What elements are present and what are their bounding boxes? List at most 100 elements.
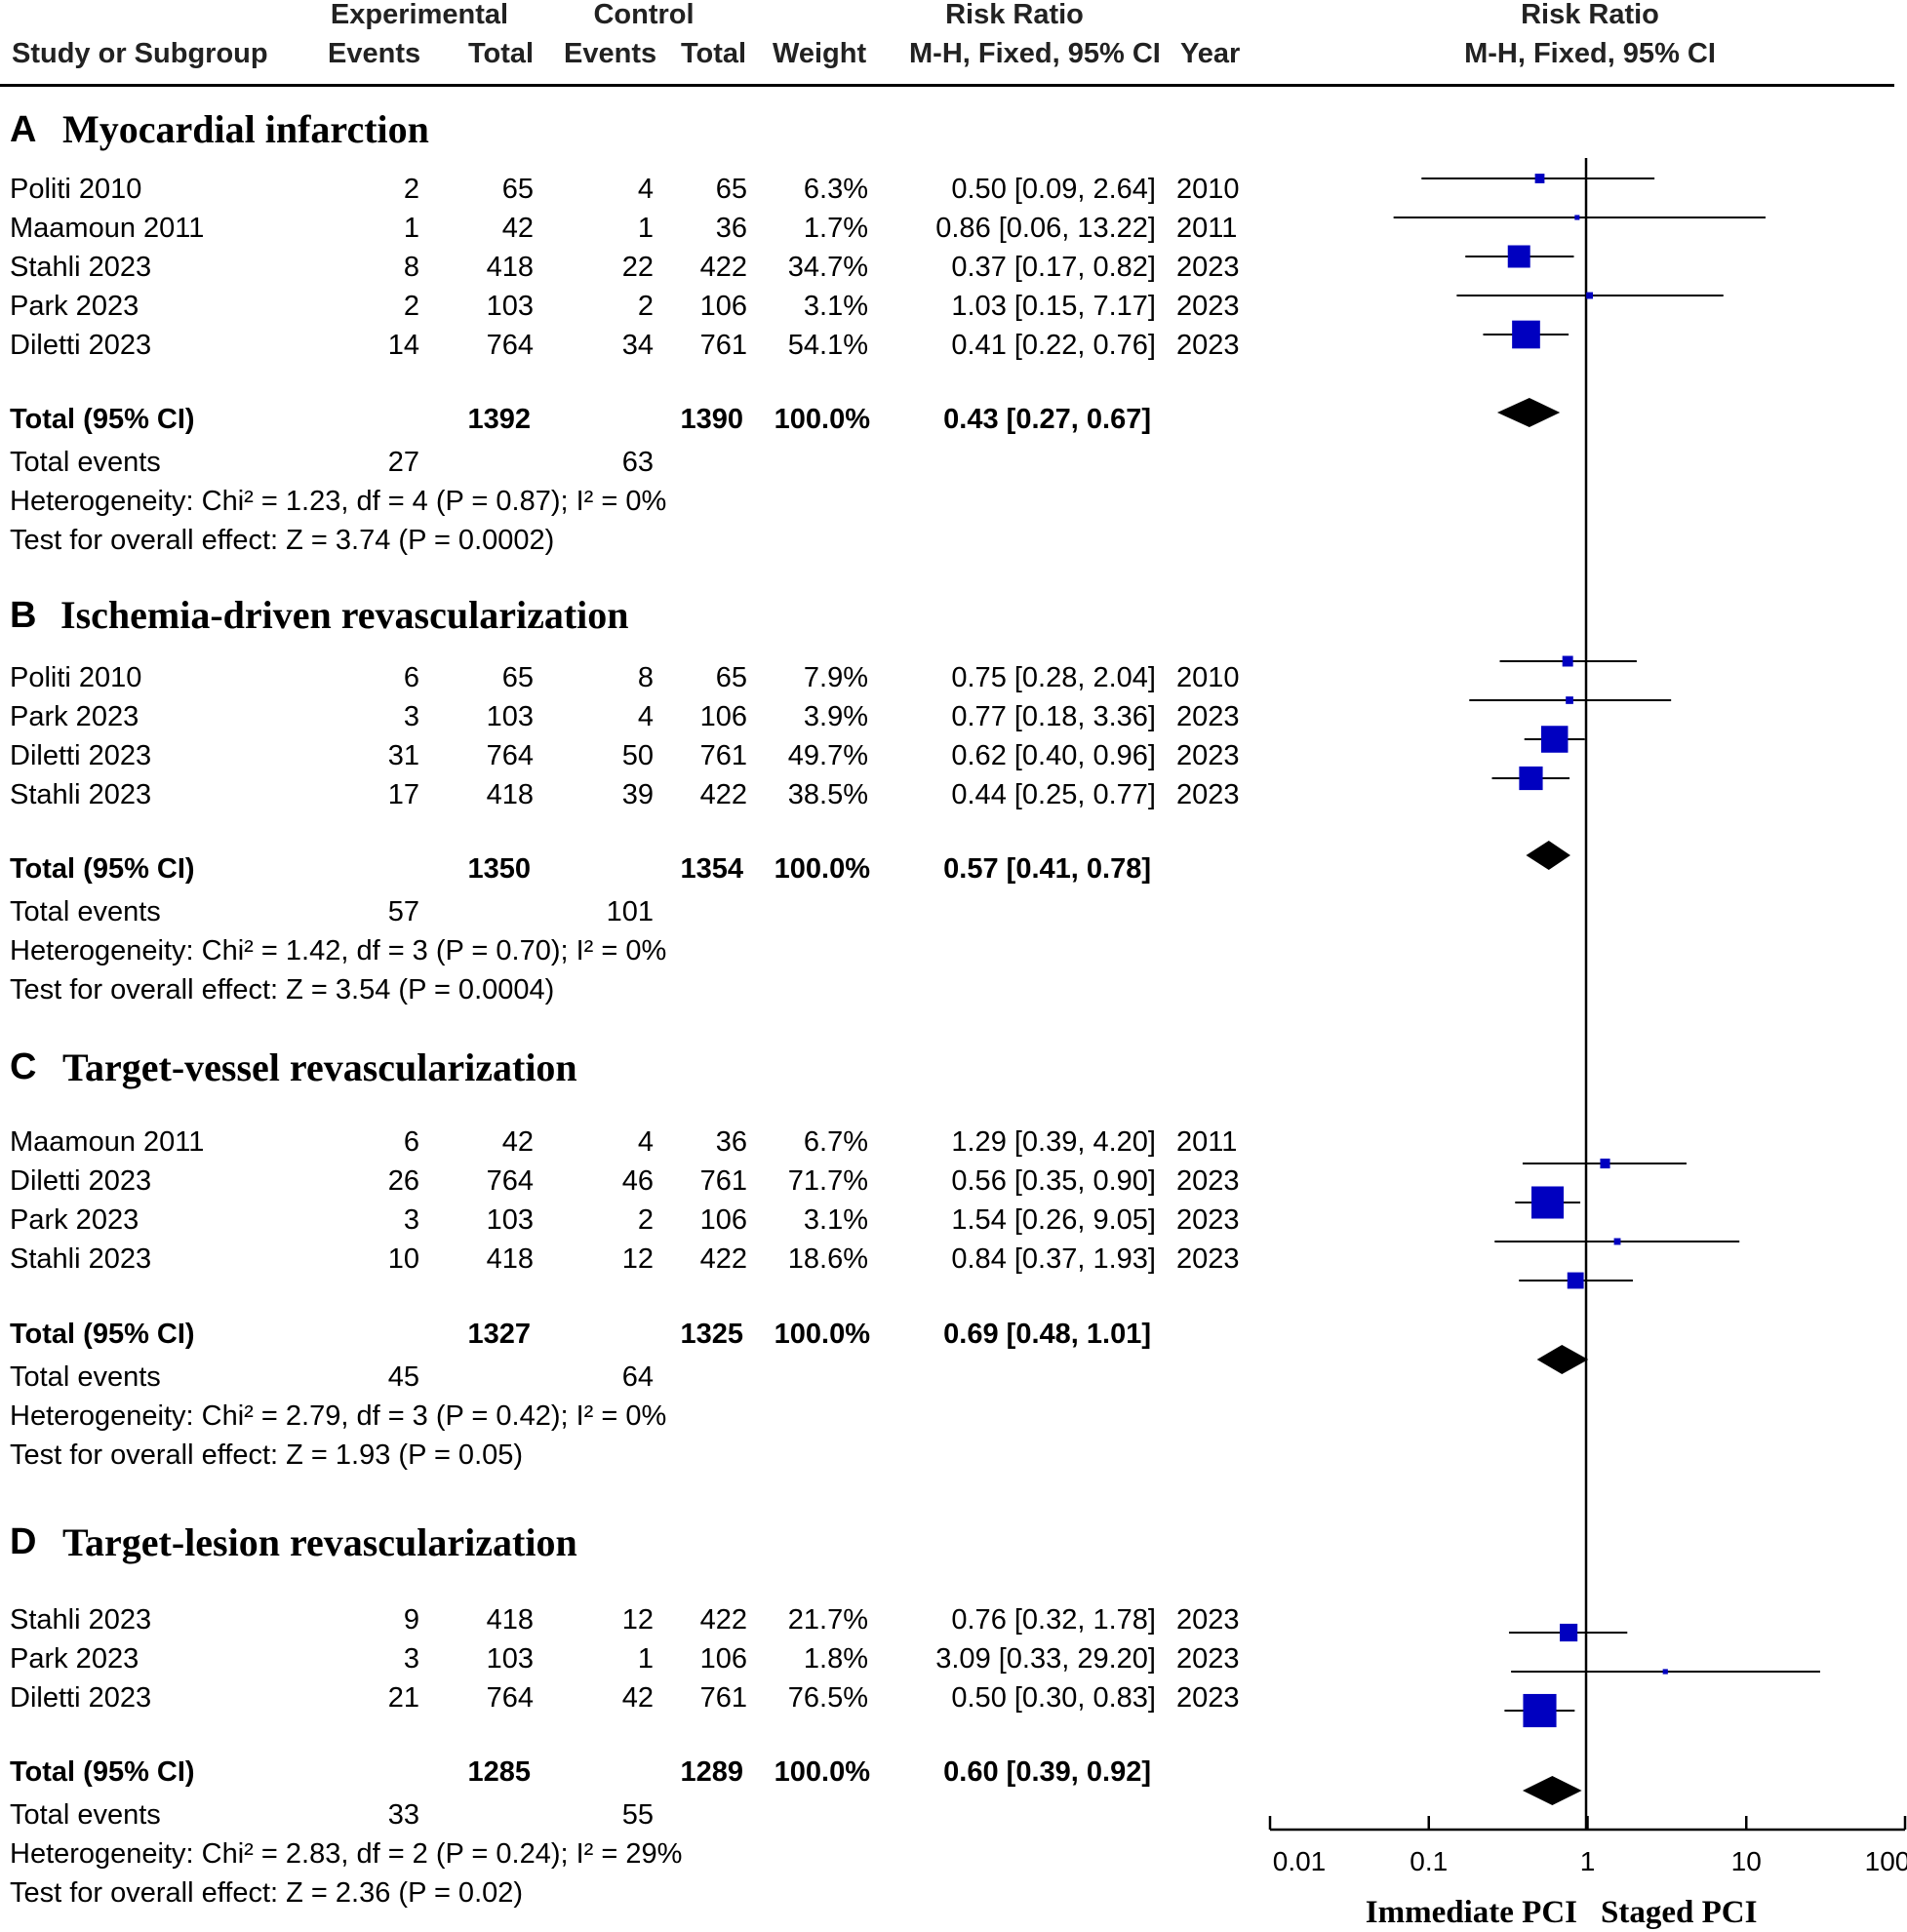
exp-total: 65	[501, 174, 534, 205]
exp-total: 418	[486, 1604, 534, 1636]
weight: 18.6%	[787, 1243, 868, 1275]
ctl-total: 106	[699, 1204, 747, 1236]
study-marker	[1519, 766, 1543, 791]
total-label: Total (95% CI)	[10, 1756, 195, 1788]
year: 2023	[1176, 1643, 1240, 1675]
overall-effect: Test for overall effect: Z = 3.54 (P = 0…	[10, 974, 555, 1005]
risk-ratio-ci: 0.75 [0.28, 2.04]	[951, 662, 1156, 693]
weight: 3.9%	[803, 701, 868, 732]
study-name: Stahli 2023	[10, 1243, 152, 1275]
events-ctl: 101	[606, 896, 654, 927]
exp-total: 103	[486, 291, 534, 322]
header-experimental: Experimental	[330, 0, 509, 30]
ctl-total: 65	[715, 174, 747, 205]
section-title: Myocardial infarction	[62, 107, 429, 151]
ctl-total: 36	[715, 1126, 747, 1158]
ctl-total: 36	[715, 213, 747, 244]
summary-diamond	[1522, 1776, 1582, 1805]
header-exp-events: Events	[328, 38, 421, 69]
weight: 38.5%	[787, 779, 868, 810]
ctl-total: 106	[699, 291, 747, 322]
risk-ratio-ci: 1.54 [0.26, 9.05]	[951, 1204, 1156, 1236]
events-exp: 33	[387, 1799, 419, 1831]
ctl-total: 106	[699, 1643, 747, 1675]
weight: 6.3%	[803, 174, 868, 205]
ctl-events: 4	[637, 174, 654, 205]
events-label: Total events	[10, 1799, 161, 1831]
header-exp-total: Total	[468, 38, 535, 69]
header-risk-ratio: Risk Ratio	[945, 0, 1084, 30]
ctl-total: 65	[715, 662, 747, 693]
year: 2011	[1176, 1126, 1238, 1158]
summary-diamond	[1536, 1345, 1589, 1374]
risk-ratio-ci: 0.86 [0.06, 13.22]	[935, 213, 1156, 244]
study-marker	[1600, 1158, 1610, 1169]
ctl-events: 4	[637, 1126, 654, 1158]
x-tick-label: 0.01	[1273, 1846, 1327, 1876]
risk-ratio-ci: 3.09 [0.33, 29.20]	[935, 1643, 1156, 1675]
ctl-events: 22	[621, 252, 654, 283]
exp-events: 3	[403, 1643, 419, 1675]
study-marker	[1586, 292, 1594, 299]
exp-events: 3	[403, 1204, 419, 1236]
section-title: Target-lesion revascularization	[62, 1520, 577, 1564]
total-ctl: 1354	[680, 853, 743, 885]
heterogeneity: Heterogeneity: Chi² = 2.83, df = 2 (P = …	[10, 1838, 683, 1870]
exp-events: 9	[403, 1604, 419, 1636]
year: 2010	[1176, 662, 1240, 693]
ctl-events: 50	[621, 740, 654, 771]
weight: 1.7%	[803, 213, 868, 244]
study-name: Park 2023	[10, 1204, 139, 1236]
study-marker	[1523, 1693, 1557, 1728]
header-weight: Weight	[773, 38, 867, 69]
ctl-events: 8	[637, 662, 654, 693]
section-letter: A	[10, 109, 37, 150]
weight: 6.7%	[803, 1126, 868, 1158]
year: 2023	[1176, 252, 1240, 283]
exp-total: 764	[486, 1165, 534, 1197]
exp-events: 17	[387, 779, 419, 810]
study-marker	[1574, 215, 1580, 220]
header-year: Year	[1180, 38, 1241, 69]
year: 2023	[1176, 701, 1240, 732]
exp-total: 418	[486, 1243, 534, 1275]
year: 2011	[1176, 213, 1238, 244]
header-control: Control	[593, 0, 695, 30]
total-exp: 1285	[467, 1756, 531, 1788]
study-name: Diletti 2023	[10, 1682, 152, 1714]
risk-ratio-ci: 0.37 [0.17, 0.82]	[951, 252, 1156, 283]
exp-events: 2	[403, 174, 419, 205]
study-marker	[1534, 174, 1545, 183]
exp-total: 103	[486, 1204, 534, 1236]
header-rule	[0, 84, 1894, 87]
risk-ratio-ci: 0.50 [0.09, 2.64]	[951, 174, 1156, 205]
ctl-events: 2	[637, 1204, 654, 1236]
exp-total: 42	[501, 1126, 534, 1158]
x-tick-label: 0.1	[1410, 1846, 1448, 1876]
study-name: Stahli 2023	[10, 1604, 152, 1636]
study-marker	[1560, 1623, 1578, 1642]
study-name: Park 2023	[10, 1643, 139, 1675]
study-marker	[1567, 1272, 1584, 1289]
total-rr: 0.57 [0.41, 0.78]	[943, 853, 1151, 885]
events-label: Total events	[10, 1361, 161, 1393]
ctl-events: 4	[637, 701, 654, 732]
study-name: Park 2023	[10, 291, 139, 322]
header-ctl-total: Total	[681, 38, 747, 69]
total-label: Total (95% CI)	[10, 853, 195, 885]
ctl-total: 422	[699, 252, 747, 283]
weight: 7.9%	[803, 662, 868, 693]
exp-events: 31	[387, 740, 419, 771]
study-name: Politi 2010	[10, 174, 142, 205]
total-ctl: 1289	[680, 1756, 743, 1788]
exp-total: 764	[486, 330, 534, 361]
ctl-events: 2	[637, 291, 654, 322]
overall-effect: Test for overall effect: Z = 3.74 (P = 0…	[10, 525, 555, 556]
risk-ratio-ci: 0.84 [0.37, 1.93]	[951, 1243, 1156, 1275]
events-ctl: 63	[621, 447, 654, 478]
section-letter: B	[10, 595, 37, 636]
ctl-events: 12	[621, 1243, 654, 1275]
study-marker	[1562, 655, 1573, 667]
study-marker	[1507, 245, 1530, 268]
events-ctl: 55	[621, 1799, 654, 1831]
